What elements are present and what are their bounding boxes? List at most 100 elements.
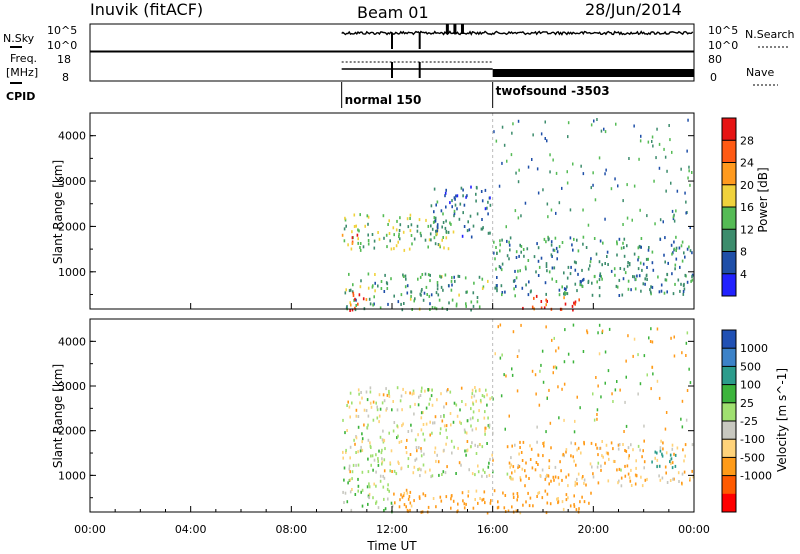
power-cell (646, 266, 648, 269)
velocity-cell (479, 398, 482, 402)
velocity-cell (416, 449, 418, 453)
velocity-cell (370, 405, 373, 409)
velocity-cell (628, 476, 631, 480)
power-cell (659, 237, 662, 241)
power-cell (435, 229, 437, 233)
velocity-cell (417, 403, 420, 407)
power-cell (614, 273, 616, 277)
velocity-cell (632, 448, 634, 452)
power-cell (520, 245, 523, 248)
velocity-cell (669, 479, 672, 482)
power-cell (649, 290, 652, 294)
power-cell (637, 246, 640, 250)
velocity-cell (525, 461, 527, 465)
velocity-cell (573, 504, 576, 508)
velocity-cell (460, 421, 462, 425)
velocity-cell (383, 458, 386, 462)
velocity-cell (414, 458, 416, 462)
velocity-cell (378, 449, 380, 453)
velocity-cell (342, 456, 344, 460)
power-cell (512, 279, 515, 283)
power-sparse-cell (686, 211, 688, 214)
power-cell (670, 243, 673, 247)
velocity-cell (482, 468, 484, 472)
velocity-cell (384, 507, 387, 511)
power-cell (639, 261, 642, 265)
velocity-cell (474, 473, 476, 477)
velocity-sparse-cell (499, 323, 502, 327)
power-cell (546, 299, 548, 303)
power-cell (627, 287, 630, 291)
velocity-sparse-cell (685, 341, 688, 345)
power-cell (393, 233, 395, 237)
velocity-cell (348, 467, 351, 471)
power-cell (679, 265, 681, 269)
power-cell (616, 240, 618, 244)
power-cell (436, 232, 438, 236)
velocity-cell (357, 484, 360, 488)
velocity-cell (620, 476, 623, 480)
velocity-sparse-cell (673, 335, 675, 339)
velocity-sparse-cell (551, 338, 553, 342)
power-cell (615, 284, 618, 288)
power-cell (500, 284, 503, 288)
power-cell (406, 217, 409, 221)
power-cell (421, 288, 423, 291)
power-sparse-cell (517, 119, 520, 123)
velocity-cell (597, 481, 600, 485)
power-cell (345, 288, 347, 292)
power-cell (496, 284, 498, 287)
velocity-cell (457, 502, 459, 506)
power-cell (680, 244, 683, 248)
power-cell (573, 260, 576, 264)
velocity-cell (343, 466, 346, 470)
power-cell (561, 285, 563, 289)
power-sparse-cell (663, 147, 665, 151)
velocity-cell (644, 478, 647, 482)
velocity-cell (419, 394, 422, 397)
velocity-cell (349, 415, 351, 419)
velocity-colorbar-swatch (722, 493, 736, 513)
power-cell (553, 266, 556, 270)
velocity-cell (471, 428, 474, 432)
velocity-cell (401, 424, 403, 428)
power-cell (514, 294, 516, 298)
velocity-sparse-cell (664, 427, 667, 431)
power-sparse-cell (567, 121, 570, 125)
power-cell (387, 302, 389, 306)
velocity-cell (671, 447, 674, 451)
velocity-cell (377, 506, 380, 510)
velocity-cell (554, 465, 557, 469)
velocity-cell (392, 400, 394, 403)
velocity-cell (424, 494, 427, 498)
velocity-cell (347, 481, 349, 485)
velocity-cell (405, 488, 408, 492)
velocity-cell (375, 470, 377, 474)
power-cell (365, 298, 368, 302)
velocity-cell (445, 402, 448, 406)
velocity-cell (402, 387, 404, 391)
power-sparse-cell (546, 139, 548, 143)
power-cell (349, 301, 351, 305)
velocity-sparse-cell (637, 392, 639, 396)
power-cell (657, 275, 659, 279)
velocity-cell (661, 452, 663, 456)
power-sparse-cell (633, 184, 636, 188)
power-colorbar-swatch (722, 207, 736, 230)
velocity-cell (450, 497, 452, 501)
power-cell (627, 261, 629, 264)
velocity-cell (567, 473, 570, 477)
velocity-cell (521, 467, 524, 471)
velocity-cell (446, 436, 448, 440)
power-cell (475, 185, 478, 189)
power-sparse-cell (518, 168, 520, 172)
power-sparse-cell (675, 209, 677, 213)
power-cell (638, 274, 641, 278)
velocity-cell (365, 390, 368, 394)
power-cell (472, 224, 475, 228)
velocity-cell (512, 477, 514, 481)
velocity-cell (620, 484, 623, 488)
velocity-cell (544, 477, 547, 481)
velocity-colorbar-tick-label: 25 (740, 397, 754, 410)
